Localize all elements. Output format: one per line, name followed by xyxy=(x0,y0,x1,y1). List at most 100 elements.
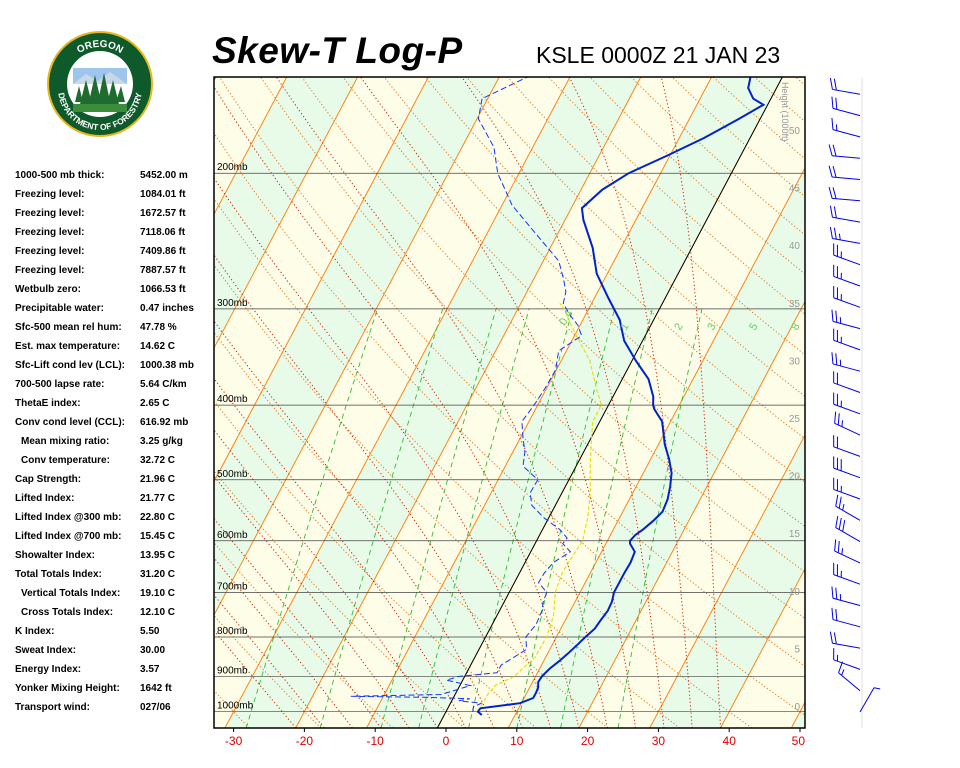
wind-barb-staff xyxy=(833,446,861,457)
mixing-ratio-label: 1 xyxy=(618,321,631,332)
wind-barb-staff xyxy=(832,363,861,372)
wind-barb xyxy=(831,117,861,138)
wind-barb xyxy=(833,264,861,287)
x-tick-label: -20 xyxy=(296,734,314,748)
index-value: 12.10 C xyxy=(140,607,176,618)
temperature-band xyxy=(0,77,145,728)
wind-barb-half-flag xyxy=(840,400,842,407)
wind-barb-half-flag xyxy=(839,317,842,324)
index-row: Freezing level: 7887.57 ft xyxy=(15,263,215,282)
wind-barb-flag xyxy=(833,435,835,447)
wind-barb-staff xyxy=(838,672,861,692)
index-value: 616.92 mb xyxy=(140,417,189,428)
wind-barb-flag xyxy=(833,264,835,277)
wind-barb xyxy=(833,648,861,670)
wind-barb-staff xyxy=(832,597,861,606)
wind-barb-flag xyxy=(831,352,834,364)
wind-barb-flag xyxy=(833,78,837,91)
x-tick-label: 20 xyxy=(581,734,595,748)
wind-barb xyxy=(834,539,861,564)
index-label: Energy Index: xyxy=(15,664,82,675)
index-label: Showalter Index: xyxy=(15,550,96,561)
height-tick-label: 50 xyxy=(789,126,801,137)
index-label: Freezing level: xyxy=(15,227,85,238)
wind-barb-flag xyxy=(831,117,834,130)
wind-barb-staff xyxy=(832,216,861,223)
index-row: 700-500 lapse rate: 5.64 C/km xyxy=(15,377,215,396)
mixing-ratio-line xyxy=(245,308,378,728)
mixing-ratio-line xyxy=(617,308,703,728)
x-tick-label: -10 xyxy=(367,734,385,748)
isotherm-line xyxy=(0,77,145,728)
index-value: 5.64 C/km xyxy=(140,379,187,390)
wind-barb xyxy=(833,328,861,351)
wind-barb-half-flag xyxy=(840,272,842,280)
wind-barb-flag xyxy=(833,286,835,298)
wind-barb-flag xyxy=(831,607,834,620)
isotherm-line xyxy=(720,567,805,728)
index-row: Lifted Index @700 mb: 15.45 C xyxy=(15,529,215,548)
wind-barb-staff xyxy=(834,550,861,564)
wind-barb-flag xyxy=(837,413,840,426)
wind-barb xyxy=(833,562,861,585)
height-tick-label: 5 xyxy=(794,644,800,655)
wind-barb-flag xyxy=(833,328,835,341)
wind-barb xyxy=(829,77,861,95)
index-label: Cap Strength: xyxy=(15,474,82,485)
mixing-ratio-label: 2 xyxy=(672,321,685,332)
temperature-band xyxy=(214,77,216,81)
isotherm-line xyxy=(214,77,217,82)
index-row: Conv temperature: 32.72 C xyxy=(15,453,215,472)
wind-barb xyxy=(829,226,861,244)
wind-barb-staff xyxy=(832,197,861,202)
index-row: Freezing level: 1672.57 ft xyxy=(15,206,215,225)
index-row: Conv cond level (CCL): 616.92 mb xyxy=(15,415,215,434)
wind-barb-flag xyxy=(833,371,835,383)
height-axis-label: Height (1000ft) xyxy=(780,82,790,142)
wind-barb-flag xyxy=(833,227,837,240)
wind-barb-staff xyxy=(832,155,861,159)
wind-barb-flag xyxy=(836,393,838,406)
wind-barb-flag xyxy=(835,310,838,323)
wind-barb-flag xyxy=(838,661,844,673)
dry-adiabat-line xyxy=(214,689,250,728)
index-label: Lifted Index: xyxy=(15,493,75,504)
temperature-band xyxy=(0,77,4,728)
wind-barb-flag xyxy=(836,287,838,300)
index-label: Total Totals Index: xyxy=(15,569,102,580)
wind-barb xyxy=(829,205,861,223)
pressure-label: 600mb xyxy=(217,530,248,541)
index-label: Freezing level: xyxy=(15,265,85,276)
wind-barb xyxy=(833,435,861,457)
temperature-line xyxy=(476,77,766,716)
index-row: Showalter Index: 13.95 C xyxy=(15,548,215,567)
index-row: K Index: 5.50 xyxy=(15,624,215,643)
index-value: 14.62 C xyxy=(140,341,176,352)
pressure-label: 900mb xyxy=(217,665,248,676)
wind-barb-flag xyxy=(836,479,838,491)
wind-barb-staff xyxy=(832,107,861,117)
wind-barb-staff xyxy=(835,527,861,543)
mixing-ratio-line xyxy=(516,308,616,728)
isotherm-line xyxy=(214,77,288,216)
height-tick-label: 15 xyxy=(789,529,801,540)
index-row: Freezing level: 1084.01 ft xyxy=(15,187,215,206)
isotherm-line xyxy=(790,701,805,728)
wind-barb xyxy=(833,243,861,266)
wind-barb-staff xyxy=(832,88,861,95)
wind-barb-half-flag xyxy=(841,669,845,676)
wind-barb-flag xyxy=(833,243,835,256)
wind-barb-flag xyxy=(828,165,833,178)
mixing-ratio-line xyxy=(319,308,444,728)
index-label: Est. max temperature: xyxy=(15,341,121,352)
index-label: Cross Totals Index: xyxy=(21,607,114,618)
index-row: Cap Strength: 21.96 C xyxy=(15,472,215,491)
wind-barb xyxy=(831,586,861,606)
wind-barb-staff xyxy=(832,642,861,649)
index-row: Energy Index: 3.57 xyxy=(15,662,215,681)
wind-barb-flag xyxy=(840,459,842,471)
wind-barb-flag xyxy=(831,96,834,109)
wind-barb-staff xyxy=(833,297,861,308)
wind-barb-staff xyxy=(832,129,861,138)
wind-barb-half-flag xyxy=(835,124,838,131)
